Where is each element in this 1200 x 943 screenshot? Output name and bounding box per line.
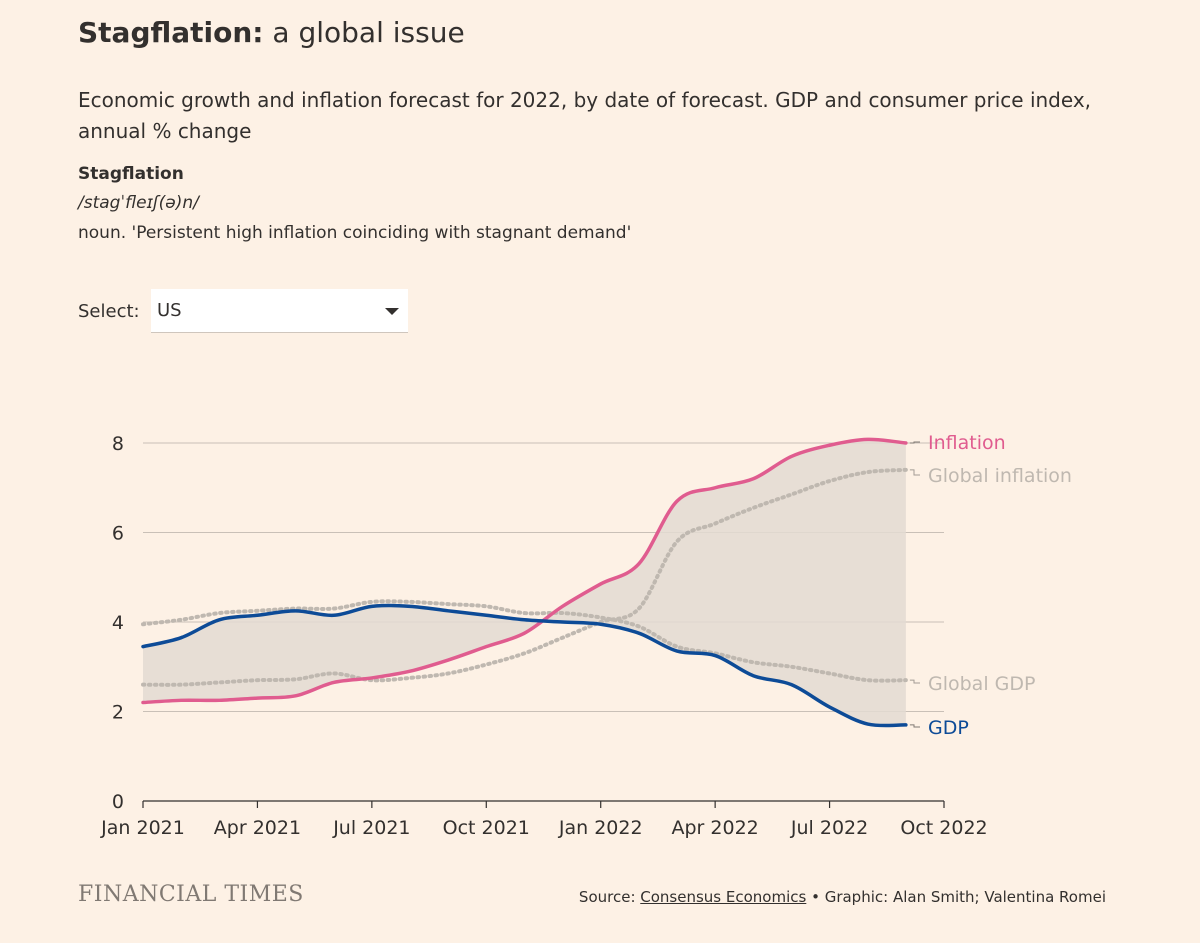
chart-subtitle: Economic growth and inflation forecast f…: [78, 88, 1092, 143]
chevron-down-icon: [385, 308, 399, 315]
title-bold: Stagflation:: [78, 16, 264, 49]
x-tick-label: Oct 2022: [900, 817, 987, 839]
x-tick-label: Oct 2021: [443, 817, 530, 839]
series-label: Global GDP: [928, 673, 1035, 695]
label-leader: [909, 679, 920, 684]
x-tick-label: Jul 2022: [790, 817, 868, 839]
y-tick-label: 6: [112, 523, 124, 545]
y-tick-label: 4: [112, 612, 124, 634]
definition-term: Stagflation: [78, 164, 184, 184]
financial-times-logo: FINANCIAL TIMES: [78, 882, 304, 907]
series-label: GDP: [928, 717, 969, 739]
series-line-gdp: [141, 603, 908, 728]
label-leader: [909, 724, 920, 728]
x-tick-label: Jan 2022: [558, 817, 643, 839]
label-leader: [909, 441, 920, 444]
series-line-global-gdp: [141, 599, 908, 683]
select-label: Select:: [78, 301, 140, 322]
y-tick-label: 8: [112, 433, 124, 455]
chart-title: Stagflation: a global issue: [78, 14, 465, 52]
shaded-band: [143, 439, 906, 726]
series-label: Inflation: [928, 432, 1006, 454]
series-label: Global inflation: [928, 465, 1072, 487]
country-select-value: US: [157, 300, 182, 321]
source-link[interactable]: Consensus Economics: [640, 888, 807, 906]
y-tick-label: 0: [112, 791, 124, 813]
label-leader: [909, 469, 920, 476]
definition-text: noun. 'Persistent high inflation coincid…: [78, 223, 632, 243]
series-line-global-inflation: [141, 467, 908, 687]
series-line-inflation: [141, 437, 908, 705]
x-tick-label: Jul 2021: [332, 817, 410, 839]
pronunciation: /stagˈfleɪʃ(ə)n/: [78, 193, 199, 213]
title-rest: a global issue: [263, 16, 465, 49]
x-tick-label: Apr 2021: [214, 817, 301, 839]
x-tick-label: Jan 2021: [100, 817, 185, 839]
source-credits: Source: Consensus Economics • Graphic: A…: [579, 886, 1106, 908]
source-prefix: Source:: [578, 888, 641, 906]
country-select[interactable]: US: [151, 289, 408, 333]
x-tick-label: Apr 2022: [672, 817, 759, 839]
y-tick-label: 2: [112, 702, 124, 724]
credits-text: • Graphic: Alan Smith; Valentina Romei: [806, 888, 1106, 906]
